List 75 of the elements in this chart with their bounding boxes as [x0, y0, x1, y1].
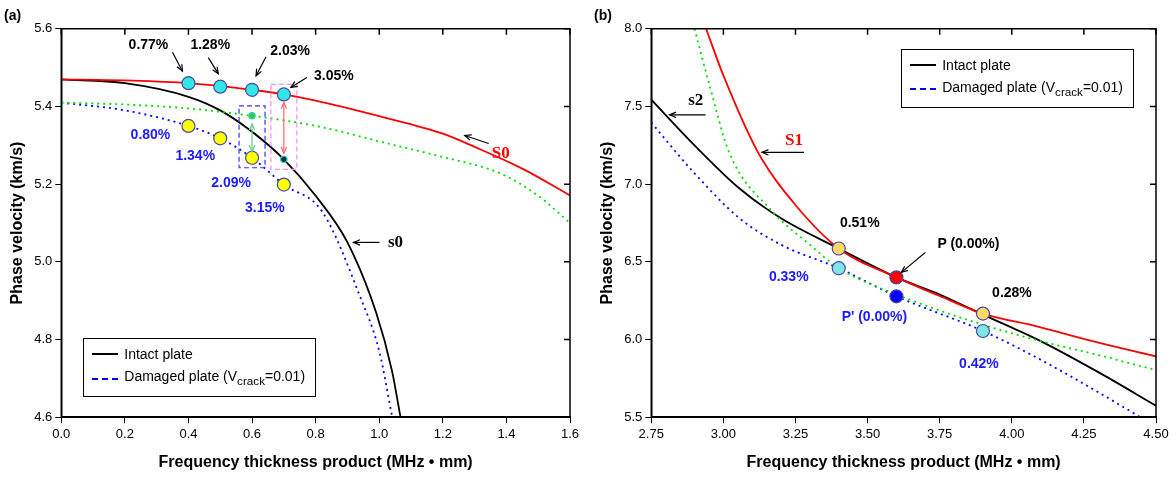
point — [831, 241, 846, 256]
y-tick-label: 5.5 — [624, 408, 643, 424]
x-tick-label: 3.50 — [854, 425, 881, 441]
x-axis-title: Frequency thickness product (MHz • mm) — [746, 452, 1061, 470]
annotation: 0.51% — [839, 214, 881, 231]
annotation: 2.09% — [211, 173, 252, 190]
legend-label: Intact plate — [124, 345, 193, 365]
point — [276, 177, 291, 192]
y-axis-title: Phase velocity (km/s) — [8, 141, 26, 305]
x-tick-label: 3.00 — [710, 425, 737, 441]
point — [831, 261, 846, 276]
y-tick-label: 8.0 — [624, 20, 643, 36]
y-tick-label: 7.0 — [624, 175, 643, 191]
x-tick-label: 0.4 — [179, 425, 198, 441]
y-tick-label: 5.4 — [34, 98, 53, 114]
point — [244, 82, 260, 97]
annotation: S0 — [491, 142, 510, 162]
x-tick-label: 0.2 — [115, 425, 134, 441]
annotation: P (0.00%) — [937, 235, 1000, 252]
point — [244, 150, 260, 165]
point — [889, 289, 904, 304]
y-tick-label: 6.0 — [624, 331, 643, 347]
x-tick-label: 0.8 — [306, 425, 325, 441]
y-tick-label: 6.5 — [624, 253, 643, 269]
x-tick-label: 0.0 — [52, 425, 71, 441]
annotation: P' (0.00%) — [841, 308, 908, 325]
x-tick-label: 1.4 — [497, 425, 516, 441]
x-tick-label: 3.75 — [927, 425, 953, 441]
chart-title: (a) — [4, 7, 22, 24]
line-series — [61, 101, 570, 224]
y-tick-label: 5.2 — [34, 175, 53, 191]
point — [975, 306, 991, 321]
point — [280, 155, 288, 164]
point — [181, 118, 196, 133]
y-tick-label: 4.6 — [34, 408, 53, 424]
point — [276, 87, 291, 102]
point — [213, 79, 228, 94]
annotation: 3.05% — [313, 67, 355, 84]
x-tick-label: 0.6 — [243, 425, 262, 441]
annotation: S1 — [785, 129, 803, 149]
point — [975, 323, 991, 339]
legend-label: Damaged plate (V$_{crack}$=0.01) — [942, 77, 1123, 100]
point — [181, 76, 196, 91]
x-tick-label: 4.50 — [1143, 425, 1169, 441]
point — [248, 112, 256, 120]
y-tick-label: 5.6 — [34, 20, 53, 36]
x-tick-label: 2.75 — [638, 425, 664, 441]
y-tick-label: 4.8 — [34, 331, 53, 347]
annotation: 2.03% — [270, 41, 311, 58]
annotation: 3.15% — [244, 199, 286, 216]
annotation: 1.34% — [175, 147, 216, 164]
annotation: 0.28% — [992, 284, 1033, 301]
annotation: 0.42% — [959, 354, 1000, 371]
annotation: 0.33% — [768, 268, 810, 285]
y-tick-label: 7.5 — [624, 98, 643, 114]
y-axis-title: Phase velocity (km/s) — [598, 141, 616, 305]
x-tick-label: 4.25 — [1071, 425, 1097, 441]
x-tick-label: 4.00 — [999, 425, 1025, 441]
x-tick-label: 1.6 — [560, 425, 580, 441]
x-axis-title: Frequency thickness product (MHz • mm) — [158, 452, 473, 470]
point — [889, 270, 904, 285]
annotation: s2 — [688, 90, 704, 110]
point — [213, 131, 228, 146]
y-tick-label: 5.0 — [34, 253, 53, 269]
line-series — [61, 78, 570, 197]
annotation: 1.28% — [190, 35, 231, 52]
chart-title: (b) — [594, 7, 612, 24]
annotation: s0 — [388, 231, 404, 251]
legend-label: Intact plate — [942, 55, 1011, 75]
legend-label: Damaged plate (V$_{crack}$=0.01) — [124, 367, 306, 390]
x-tick-label: 1.0 — [370, 425, 389, 441]
annotation: 0.77% — [128, 36, 169, 53]
x-tick-label: 3.25 — [782, 425, 809, 441]
annotation: 0.80% — [130, 125, 171, 142]
x-tick-label: 1.2 — [433, 425, 452, 441]
